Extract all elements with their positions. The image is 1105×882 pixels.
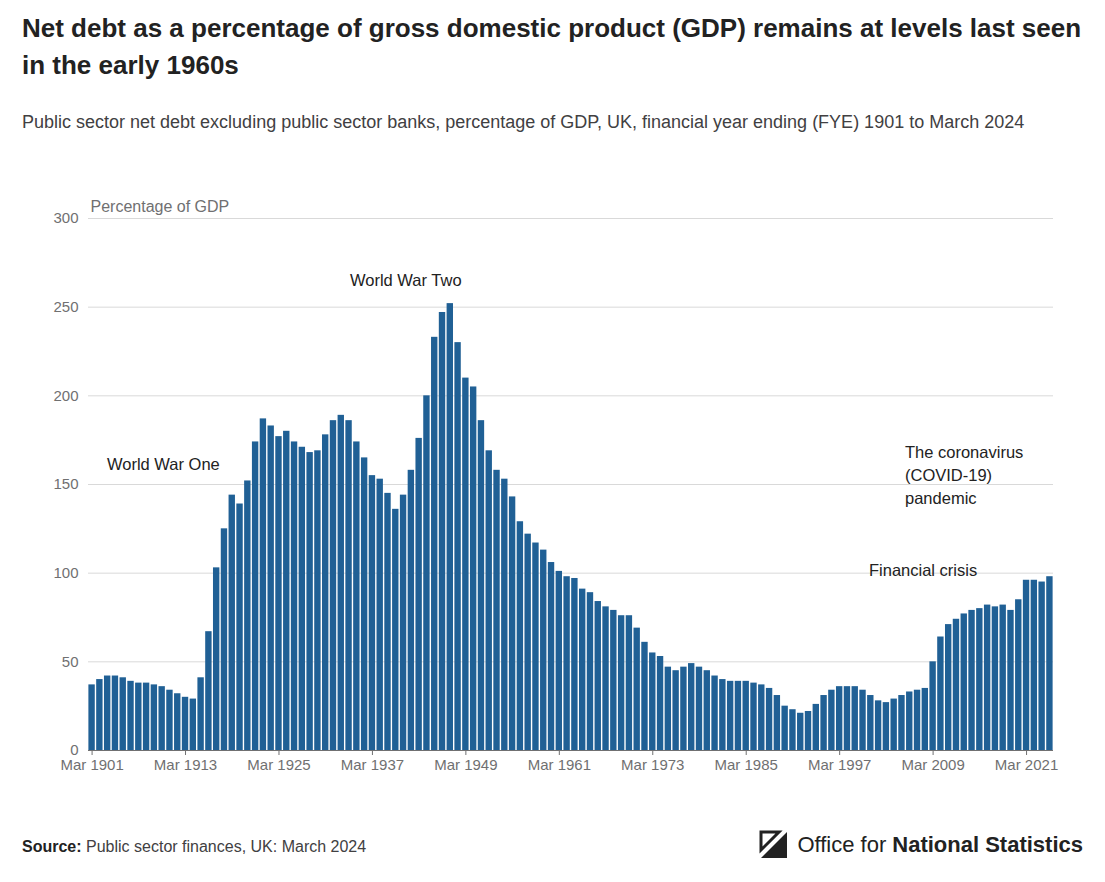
html-text:The coronavirus (COVID-19) pan: The coronavirus (COVID-19) pandemic (905, 443, 1024, 507)
html-text:Source: Public sector finances: Source: Public sector finances, UK: Marc… (22, 838, 367, 855)
html-text:Net debt as a percentage of gr: Net debt as a percentage of gross domest… (22, 13, 1082, 80)
svg-text:100: 100 (53, 564, 78, 581)
svg-text:Mar 1997: Mar 1997 (808, 756, 871, 773)
svg-text:Mar 2009: Mar 2009 (901, 756, 964, 773)
svg-text:0: 0 (70, 741, 78, 758)
svg-text:Percentage of GDP: Percentage of GDP (91, 198, 230, 215)
html-text:Financial crisis: Financial crisis (869, 561, 978, 579)
svg-text:Mar 1949: Mar 1949 (434, 756, 497, 773)
svg-text:50: 50 (62, 653, 79, 670)
svg-text:250: 250 (53, 298, 78, 315)
svg-text:Mar 1973: Mar 1973 (621, 756, 684, 773)
svg-text:Mar 1985: Mar 1985 (715, 756, 778, 773)
svg-text:200: 200 (53, 387, 78, 404)
svg-text:Mar 1925: Mar 1925 (247, 756, 310, 773)
svg-text:Mar 1901: Mar 1901 (60, 756, 123, 773)
html-text:Office for National Statistics: Office for National Statistics (797, 832, 1083, 857)
html-text:World War One: World War One (107, 455, 220, 473)
svg-text:Mar 1961: Mar 1961 (528, 756, 591, 773)
svg-text:Mar 2021: Mar 2021 (995, 756, 1058, 773)
html-text:Public sector net debt excludi: Public sector net debt excluding public … (22, 112, 1025, 132)
svg-text:300: 300 (53, 209, 78, 226)
html-text:World War Two: World War Two (350, 271, 462, 289)
svg-text:Mar 1937: Mar 1937 (341, 756, 404, 773)
svg-text:Mar 1913: Mar 1913 (154, 756, 217, 773)
svg-text:150: 150 (53, 475, 78, 492)
